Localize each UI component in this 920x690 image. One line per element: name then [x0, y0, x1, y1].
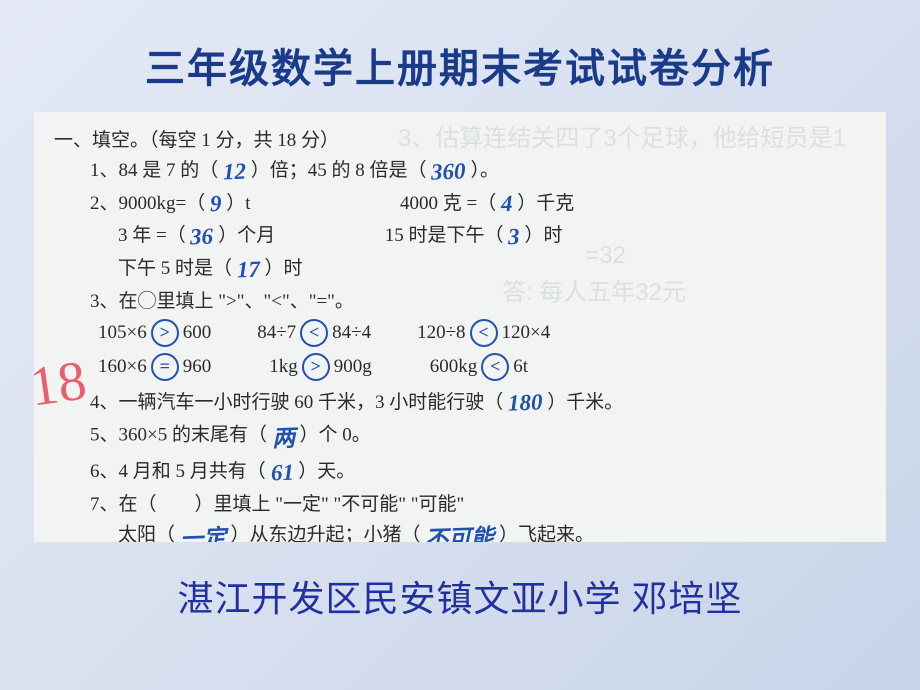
scan-inner: 3、估算连结关四了3个足球，他给短员是1 =32 答: 每人五年32元 一、填空… — [34, 112, 886, 542]
q2a-pre: 2、9000kg=（ — [90, 193, 205, 214]
slide-footer: 湛江开发区民安镇文亚小学 邓培坚 — [16, 570, 904, 622]
q2c-answer: 36 — [190, 224, 214, 251]
q2a-post: ）t — [226, 193, 250, 214]
q2d-post: ）时 — [525, 225, 563, 246]
q5-post: ）个 0。 — [299, 425, 370, 446]
q5-answer: 两 — [271, 419, 295, 454]
q7a-mid: ）从东边升起；小猪（ — [231, 524, 421, 542]
question-3-prompt: 3、在◯里填上 ">"、"<"、"="。 — [54, 286, 872, 313]
cmp-right: 900g — [334, 356, 372, 378]
question-3-row2: 160×6 = 960 1kg > 900g 600kg < 6t — [54, 353, 872, 381]
q1-mid: ）倍；45 的 8 倍是（ — [251, 160, 427, 181]
cmp-left: 120÷8 — [417, 322, 465, 344]
compare-item: 120÷8 < 120×4 — [417, 319, 550, 347]
q2c-post: ）个月 — [218, 225, 275, 246]
question-1: 1、84 是 7 的（ 12 ）倍；45 的 8 倍是（ 360 ）。 — [54, 155, 872, 185]
q7a-pre: 太阳（ — [118, 524, 175, 542]
compare-item: 84÷7 < 84÷4 — [257, 319, 371, 347]
q2b-pre: 4000 克 =（ — [400, 193, 496, 214]
question-6: 6、4 月和 5 月共有（ 61 ）天。 — [54, 456, 872, 486]
q4-answer: 180 — [508, 390, 543, 417]
compare-circle: < — [300, 319, 328, 347]
cmp-left: 160×6 — [98, 356, 147, 378]
q1-post: ）。 — [471, 160, 500, 181]
question-7-answer: 太阳（ 一定 ）从东边升起；小猪（ 不可能 ）飞起来。 — [54, 519, 872, 542]
cmp-right: 960 — [183, 356, 212, 378]
cmp-right: 120×4 — [502, 322, 551, 344]
compare-circle: > — [302, 353, 330, 381]
cmp-left: 84÷7 — [257, 322, 296, 344]
q1-answer-2: 360 — [431, 158, 466, 185]
question-5: 5、360×5 的末尾有（ 两 ）个 0。 — [54, 419, 872, 453]
q7a-answer-2: 不可能 — [425, 518, 495, 542]
compare-circle: = — [151, 353, 179, 381]
q2d-answer: 3 — [508, 224, 520, 250]
question-3-row1: 105×6 > 600 84÷7 < 84÷4 120÷8 < 120×4 — [54, 319, 872, 347]
compare-item: 105×6 > 600 — [98, 319, 211, 347]
slide-title: 三年级数学上册期末考试试卷分析 — [16, 36, 904, 94]
q2e-answer: 17 — [236, 256, 260, 283]
compare-item: 1kg > 900g — [269, 353, 372, 381]
cmp-right: 6t — [513, 356, 528, 378]
q6-pre: 6、4 月和 5 月共有（ — [90, 461, 266, 482]
cmp-left: 600kg — [430, 356, 478, 378]
question-7-prompt: 7、在（ ）里填上 "一定" "不可能" "可能" — [54, 489, 872, 516]
q2e-pre: 下午 5 时是（ — [118, 258, 232, 279]
cmp-left: 105×6 — [98, 322, 147, 344]
q6-post: ）天。 — [298, 461, 355, 482]
question-4: 4、一辆汽车一小时行驶 60 千米，3 小时能行驶（ 180 ）千米。 — [54, 387, 872, 417]
cmp-right: 600 — [183, 322, 212, 344]
question-2-row3: 下午 5 时是（ 17 ）时 — [54, 253, 872, 283]
q2a-answer: 9 — [210, 191, 222, 217]
compare-item: 160×6 = 960 — [98, 353, 211, 381]
cmp-right: 84÷4 — [332, 322, 371, 344]
q5-pre: 5、360×5 的末尾有（ — [90, 425, 267, 446]
slide-body: 三年级数学上册期末考试试卷分析 3、估算连结关四了3个足球，他给短员是1 =32… — [0, 0, 920, 690]
compare-circle: < — [481, 353, 509, 381]
question-2-row1: 2、9000kg=（ 9 ）t 4000 克 =（ 4 ）千克 — [54, 188, 872, 218]
teacher-score: 18 — [34, 348, 90, 419]
compare-item: 600kg < 6t — [430, 353, 528, 381]
compare-circle: < — [470, 319, 498, 347]
q6-answer: 61 — [270, 459, 294, 486]
scanned-worksheet: 3、估算连结关四了3个足球，他给短员是1 =32 答: 每人五年32元 一、填空… — [34, 112, 886, 542]
q2d-pre: 15 时是下午（ — [385, 225, 504, 246]
section-heading: 一、填空。（每空 1 分，共 18 分） — [54, 125, 872, 152]
cmp-left: 1kg — [269, 356, 298, 378]
q2e-post: ）时 — [265, 258, 303, 279]
q2c-pre: 3 年 =（ — [118, 225, 186, 246]
compare-circle: > — [151, 319, 179, 347]
q7a-post: ）飞起来。 — [499, 524, 594, 542]
q4-post: ）千米。 — [547, 392, 623, 413]
q2b-answer: 4 — [501, 191, 513, 217]
q7a-answer-1: 一定 — [179, 518, 226, 542]
question-2-row2: 3 年 =（ 36 ）个月 15 时是下午（ 3 ）时 — [54, 220, 872, 250]
q1-answer-1: 12 — [223, 158, 247, 185]
q4-pre: 4、一辆汽车一小时行驶 60 千米，3 小时能行驶（ — [90, 392, 503, 413]
q1-pre: 1、84 是 7 的（ — [90, 160, 218, 181]
q2b-post: ）千克 — [517, 193, 574, 214]
